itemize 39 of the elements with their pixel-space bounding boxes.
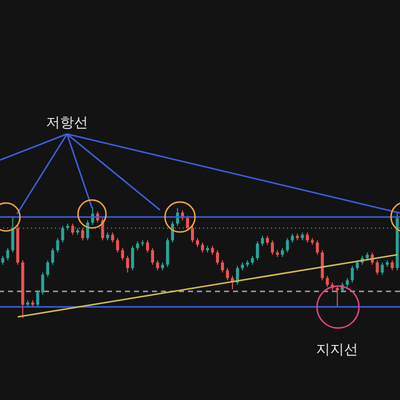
candlestick: [376, 260, 379, 276]
candlestick: [146, 240, 150, 254]
candlestick: [326, 275, 329, 288]
candlestick: [380, 262, 384, 276]
text: 저항선: [46, 114, 88, 132]
candlestick: [390, 260, 394, 271]
candlestick: [56, 238, 60, 254]
candlestick: [191, 225, 194, 244]
candlestick: [220, 260, 224, 273]
candlestick: [270, 240, 274, 256]
candlestick: [126, 255, 130, 273]
candlestick: [116, 238, 120, 254]
candlestick: [51, 248, 54, 266]
text: 지지선: [316, 341, 358, 359]
candlestick: [41, 272, 44, 296]
candlestick: [36, 290, 40, 308]
candlestick: [121, 248, 124, 261]
candlestick: [111, 232, 114, 244]
candlestick: [350, 265, 354, 283]
candlestick: [81, 228, 84, 241]
candlestick: [156, 260, 160, 271]
candlestick: [151, 248, 154, 266]
candlestick: [306, 232, 309, 244]
candlestick: [216, 250, 219, 266]
candlestick: [260, 235, 264, 246]
candlestick: [200, 242, 204, 254]
candlestick: [256, 240, 259, 261]
candlestick: [226, 268, 229, 281]
candlestick: [46, 260, 50, 278]
candlestick: [71, 223, 74, 236]
candlestick: [6, 248, 10, 261]
candlestick: [316, 240, 319, 256]
candlestick: [336, 285, 339, 308]
candlestick: [236, 265, 239, 286]
candlestick: [131, 245, 134, 271]
candlestick: [286, 238, 289, 254]
candlestick: [61, 225, 64, 244]
candlestick: [171, 220, 174, 244]
candlestick: [11, 216, 14, 254]
